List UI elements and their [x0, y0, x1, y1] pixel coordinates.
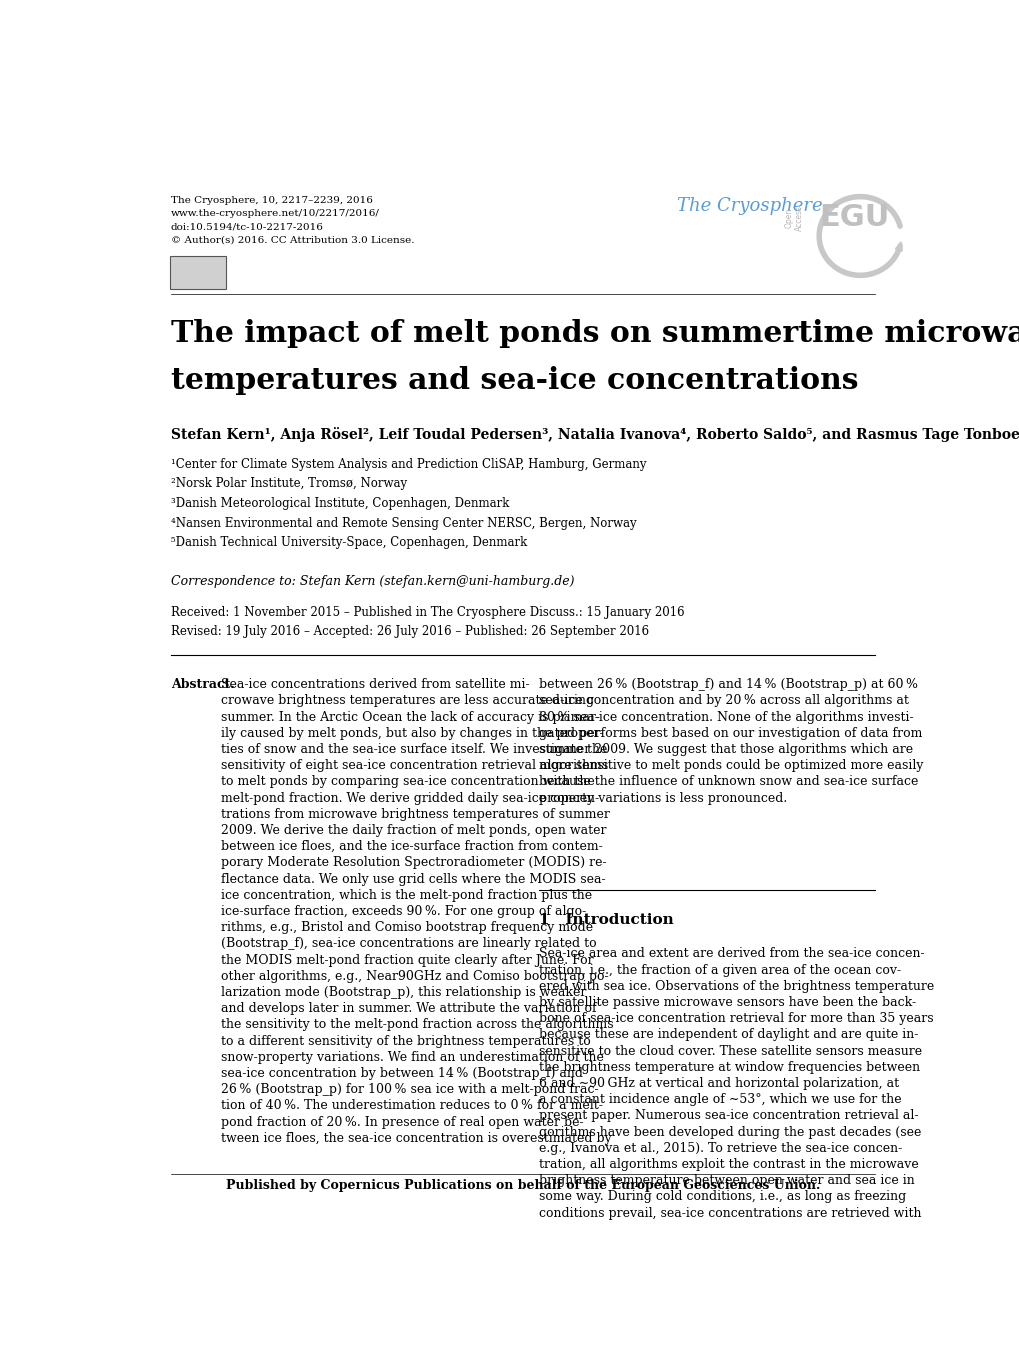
Text: ⁵Danish Technical University-Space, Copenhagen, Denmark: ⁵Danish Technical University-Space, Cope… — [171, 537, 527, 549]
Text: Published by Copernicus Publications on behalf of the European Geosciences Union: Published by Copernicus Publications on … — [225, 1180, 819, 1193]
Text: Sea-ice area and extent are derived from the sea-ice concen-
tration, i.e., the : Sea-ice area and extent are derived from… — [538, 947, 933, 1220]
Text: © Author(s) 2016. CC Attribution 3.0 License.: © Author(s) 2016. CC Attribution 3.0 Lic… — [171, 235, 414, 245]
Text: Open
Access: Open Access — [784, 204, 803, 231]
Text: 1   Introduction: 1 Introduction — [538, 913, 673, 927]
Text: The Cryosphere: The Cryosphere — [677, 196, 821, 215]
Text: ⁴Nansen Environmental and Remote Sensing Center NERSC, Bergen, Norway: ⁴Nansen Environmental and Remote Sensing… — [171, 516, 636, 530]
Text: BY: BY — [196, 280, 203, 285]
Text: Abstract.: Abstract. — [171, 678, 234, 691]
Text: Stefan Kern¹, Anja Rösel², Leif Toudal Pedersen³, Natalia Ivanova⁴, Roberto Sald: Stefan Kern¹, Anja Rösel², Leif Toudal P… — [171, 426, 1019, 441]
Text: Revised: 19 July 2016 – Accepted: 26 July 2016 – Published: 26 September 2016: Revised: 19 July 2016 – Accepted: 26 Jul… — [171, 625, 648, 639]
Text: Sea-ice concentrations derived from satellite mi-
crowave brightness temperature: Sea-ice concentrations derived from sate… — [220, 678, 612, 1145]
Text: between 26 % (Bootstrap_f) and 14 % (Bootstrap_p) at 60 %
sea-ice concentration : between 26 % (Bootstrap_f) and 14 % (Boo… — [538, 678, 922, 804]
Text: (cc): (cc) — [173, 268, 196, 277]
Text: EGU: EGU — [818, 203, 889, 231]
Text: The Cryosphere, 10, 2217–2239, 2016: The Cryosphere, 10, 2217–2239, 2016 — [171, 195, 373, 204]
Text: ³Danish Meteorological Institute, Copenhagen, Denmark: ³Danish Meteorological Institute, Copenh… — [171, 496, 508, 510]
Text: Correspondence to: Stefan Kern (stefan.kern@uni-hamburg.de): Correspondence to: Stefan Kern (stefan.k… — [171, 574, 574, 588]
Text: ¹Center for Climate System Analysis and Prediction CliSAP, Hamburg, Germany: ¹Center for Climate System Analysis and … — [171, 457, 646, 471]
Text: doi:10.5194/tc-10-2217-2016: doi:10.5194/tc-10-2217-2016 — [171, 222, 324, 231]
Text: ²Norsk Polar Institute, Tromsø, Norway: ²Norsk Polar Institute, Tromsø, Norway — [171, 477, 407, 491]
Text: www.the-cryosphere.net/10/2217/2016/: www.the-cryosphere.net/10/2217/2016/ — [171, 208, 379, 218]
Text: The impact of melt ponds on summertime microwave brightness: The impact of melt ponds on summertime m… — [171, 319, 1019, 348]
Text: temperatures and sea-ice concentrations: temperatures and sea-ice concentrations — [171, 366, 858, 395]
Text: ⓑ: ⓑ — [204, 268, 210, 277]
FancyBboxPatch shape — [170, 256, 225, 289]
Text: Received: 1 November 2015 – Published in The Cryosphere Discuss.: 15 January 201: Received: 1 November 2015 – Published in… — [171, 605, 684, 619]
